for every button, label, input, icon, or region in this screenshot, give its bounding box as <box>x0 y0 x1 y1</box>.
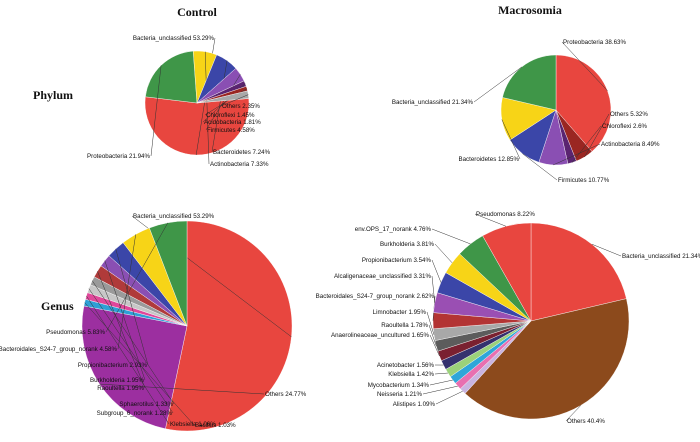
slice-label: Anaerolineaceae_uncultured 1.65% <box>331 332 430 339</box>
slice-label: Bacillus 1.03% <box>195 422 236 429</box>
leader-line <box>211 60 228 153</box>
slice-label: Chloroflexi 2.6% <box>602 123 648 130</box>
leader-line <box>522 153 558 181</box>
leader-line <box>205 74 241 131</box>
slice-label: Bacteroidetes 12.85% <box>458 156 519 163</box>
slice-label: Subgroup_6_norank 1.28% <box>97 410 173 417</box>
leader-line <box>561 41 608 91</box>
leader-line <box>429 334 440 357</box>
slice-label: Raoultella 1.95% <box>97 385 144 392</box>
leader-line <box>428 324 437 347</box>
slice-label: Others 2.35% <box>222 103 260 110</box>
slice-label: Burkholderia 3.81% <box>380 241 434 248</box>
slice-label: Pseudomonas 8.22% <box>476 211 535 218</box>
leader-line <box>422 385 458 395</box>
leader-line <box>435 391 463 405</box>
leader-line <box>150 65 162 157</box>
slice-label: Firmicutes 4.58% <box>207 127 255 134</box>
slice-label: Raoultella 1.78% <box>381 322 428 329</box>
slice-label: Mycobacterium 1.34% <box>368 382 430 389</box>
slice-label: Others 24.77% <box>265 391 307 398</box>
pie-macrosomia-genus: Bacteria_unclassified 21.34% Others 40.4%… <box>316 211 700 425</box>
leader-line <box>204 51 210 165</box>
leader-line <box>431 259 442 283</box>
slice-label: Bacteroidales_S24-7_group_norank 4.58% <box>0 346 117 353</box>
leader-line <box>431 275 435 303</box>
control-title: Control <box>177 5 217 19</box>
leader-line <box>591 243 622 257</box>
leader-line <box>117 234 136 350</box>
slice-label: Alcaligenaceae_unclassified 3.31% <box>334 273 432 280</box>
slice-label: Proteobacteria 21.94% <box>87 153 150 160</box>
pie-macrosomia-phylum: Proteobacteria 38.63% Others 5.32% Chlorof… <box>392 39 660 184</box>
pie-slice-bacteria-unclassified <box>530 222 627 322</box>
slice-label: Klebsiella 1.42% <box>388 371 434 378</box>
leader-line <box>105 222 169 333</box>
slice-label: Acidobacteria 1.81% <box>204 119 261 126</box>
genus-row-label: Genus <box>41 299 74 313</box>
slice-label: Neisseria 1.21% <box>377 391 423 398</box>
pie-slice-proteobacteria <box>145 50 198 104</box>
slice-label: Chloroflexi 1.45% <box>206 112 255 119</box>
leader-line <box>426 311 435 335</box>
leader-line <box>474 213 507 227</box>
leader-line <box>571 125 602 163</box>
slice-label: Proteobacteria 38.63% <box>563 39 626 46</box>
slice-label: Others 40.4% <box>567 418 605 425</box>
slice-label: Propionibacterium 2.93% <box>78 362 148 369</box>
slice-label: Bacteria_unclassified 21.34% <box>622 253 700 260</box>
leader-line <box>565 405 581 422</box>
slice-label: Sphaerotilus 1.33% <box>119 401 173 408</box>
pie-slice-pseudomonas <box>482 222 532 322</box>
leader-line <box>501 119 521 160</box>
slice-label: Pseudomonas 5.83% <box>46 329 105 336</box>
slice-label: env.OPS_17_norank 4.76% <box>355 226 432 233</box>
pie-control-phylum: Bacteria_unclassified 53.29% Proteobacter… <box>87 35 271 168</box>
slice-label: Klebsiella 1.06% <box>170 421 216 428</box>
slice-label: Bacteroidetes 7.24% <box>213 149 271 156</box>
leader-line <box>115 248 149 366</box>
leader-line <box>434 243 453 263</box>
leader-line <box>429 379 453 386</box>
leader-line <box>584 113 610 158</box>
slice-label: Others 5.32% <box>610 111 648 118</box>
pie-slice-others <box>464 298 630 420</box>
slice-label: Alistipes 1.09% <box>393 401 436 408</box>
pie-slice-bacteria-unclassified <box>165 220 293 432</box>
leader-line <box>88 288 174 414</box>
leader-line <box>220 94 249 107</box>
slice-label: Propionibacterium 3.54% <box>362 257 432 264</box>
leader-line <box>99 383 265 395</box>
pie-control-genus: Bacteria_unclassified 53.29% Others 24.77… <box>0 213 307 432</box>
slice-label: Limnobacter 1.95% <box>373 309 427 316</box>
phylum-row-label: Phylum <box>33 88 73 102</box>
leader-line <box>104 260 146 381</box>
leader-line <box>473 66 522 103</box>
slice-label: Actinobacteria 7.33% <box>210 161 269 168</box>
slice-label: Bacteroidales_S24-7_group_norank 2.62% <box>316 293 435 300</box>
slice-label: Burkholderia 1.95% <box>90 377 144 384</box>
leader-line <box>431 228 471 245</box>
slice-label: Actinobacteria 8.49% <box>601 141 660 148</box>
leader-line <box>86 295 170 425</box>
slice-label: Firmicutes 10.77% <box>558 177 610 184</box>
slice-label: Bacteria_unclassified 53.29% <box>133 35 215 42</box>
leader-line <box>92 280 175 405</box>
slice-label: Acinetobacter 1.56% <box>377 362 435 369</box>
leader-line <box>434 372 448 375</box>
macrosomia-title: Macrosomia <box>498 3 562 17</box>
slice-label: Bacteria_unclassified 21.34% <box>392 99 474 106</box>
leader-line <box>553 143 601 166</box>
pie-charts: Bacteria_unclassified 53.29% Proteobacter… <box>0 35 700 432</box>
slice-label: Bacteria_unclassified 53.29% <box>133 213 215 220</box>
